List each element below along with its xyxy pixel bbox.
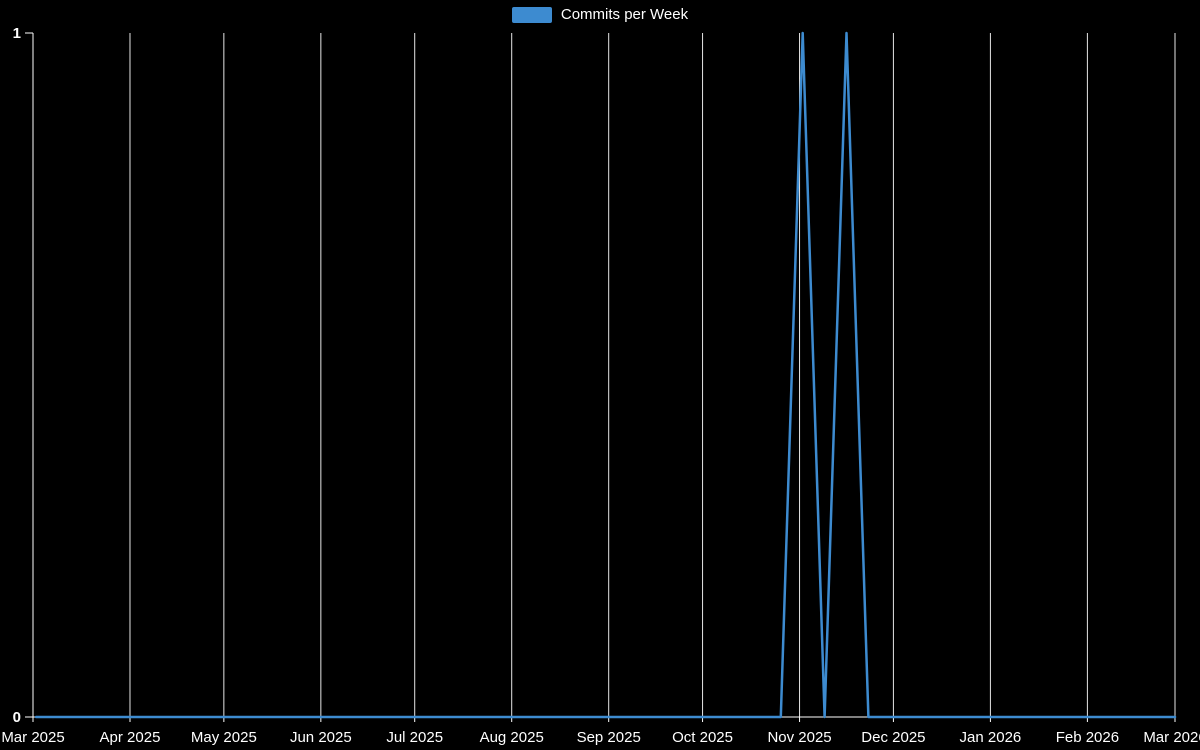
legend-label: Commits per Week bbox=[560, 6, 689, 23]
x-tick-label: Mar 2026 bbox=[1143, 729, 1200, 746]
x-tick-label: Dec 2025 bbox=[861, 729, 925, 746]
legend-swatch-icon bbox=[511, 7, 552, 23]
x-tick-label: Aug 2025 bbox=[480, 729, 544, 746]
x-tick-label: Jan 2026 bbox=[960, 729, 1022, 746]
legend[interactable]: Commits per Week bbox=[0, 7, 1200, 23]
x-tick-label: Jul 2025 bbox=[386, 729, 443, 746]
x-tick-label: May 2025 bbox=[191, 729, 257, 746]
y-tick-label: 1 bbox=[13, 25, 21, 42]
x-tick-label: Nov 2025 bbox=[767, 729, 831, 746]
x-tick-label: Mar 2025 bbox=[1, 729, 64, 746]
x-tick-label: Apr 2025 bbox=[100, 729, 161, 746]
x-tick-label: Sep 2025 bbox=[577, 729, 641, 746]
commits-series-line bbox=[34, 31, 1177, 719]
x-tick-label: Jun 2025 bbox=[290, 729, 352, 746]
x-tick-label: Oct 2025 bbox=[672, 729, 733, 746]
x-tick-label: Feb 2026 bbox=[1056, 729, 1119, 746]
y-tick-label: 0 bbox=[13, 709, 21, 726]
